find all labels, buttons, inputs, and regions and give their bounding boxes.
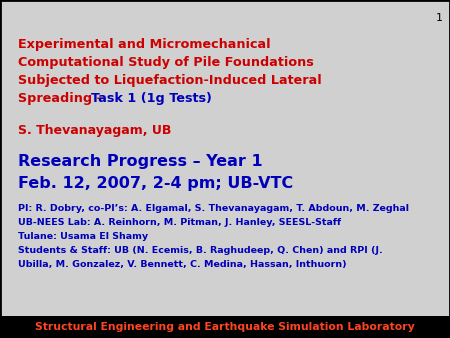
Bar <box>0 316 450 338</box>
Text: UB-NEES Lab: A. Reinhorn, M. Pitman, J. Hanley, SEESL-Staff: UB-NEES Lab: A. Reinhorn, M. Pitman, J. … <box>18 218 341 227</box>
Text: Feb. 12, 2007, 2-4 pm; UB-VTC: Feb. 12, 2007, 2-4 pm; UB-VTC <box>18 176 293 191</box>
Text: Tulane: Usama El Shamy: Tulane: Usama El Shamy <box>18 232 148 241</box>
Text: Task 1 (1g Tests): Task 1 (1g Tests) <box>91 92 212 105</box>
Text: Ubilla, M. Gonzalez, V. Bennett, C. Medina, Hassan, Inthuorn): Ubilla, M. Gonzalez, V. Bennett, C. Medi… <box>18 260 346 269</box>
Text: Students & Staff: UB (N. Ecemis, B. Raghudeep, Q. Chen) and RPI (J.: Students & Staff: UB (N. Ecemis, B. Ragh… <box>18 246 383 255</box>
Text: Experimental and Micromechanical: Experimental and Micromechanical <box>18 38 270 51</box>
Text: PI: R. Dobry, co-PI’s: A. Elgamal, S. Thevanayagam, T. Abdoun, M. Zeghal: PI: R. Dobry, co-PI’s: A. Elgamal, S. Th… <box>18 204 409 213</box>
Text: Subjected to Liquefaction-Induced Lateral: Subjected to Liquefaction-Induced Latera… <box>18 74 322 87</box>
Text: Research Progress – Year 1: Research Progress – Year 1 <box>18 154 263 169</box>
Text: S. Thevanayagam, UB: S. Thevanayagam, UB <box>18 124 171 137</box>
Text: 1: 1 <box>436 13 443 23</box>
Text: Spreading -: Spreading - <box>18 92 107 105</box>
Text: Structural Engineering and Earthquake Simulation Laboratory: Structural Engineering and Earthquake Si… <box>35 322 415 332</box>
Text: Computational Study of Pile Foundations: Computational Study of Pile Foundations <box>18 56 314 69</box>
